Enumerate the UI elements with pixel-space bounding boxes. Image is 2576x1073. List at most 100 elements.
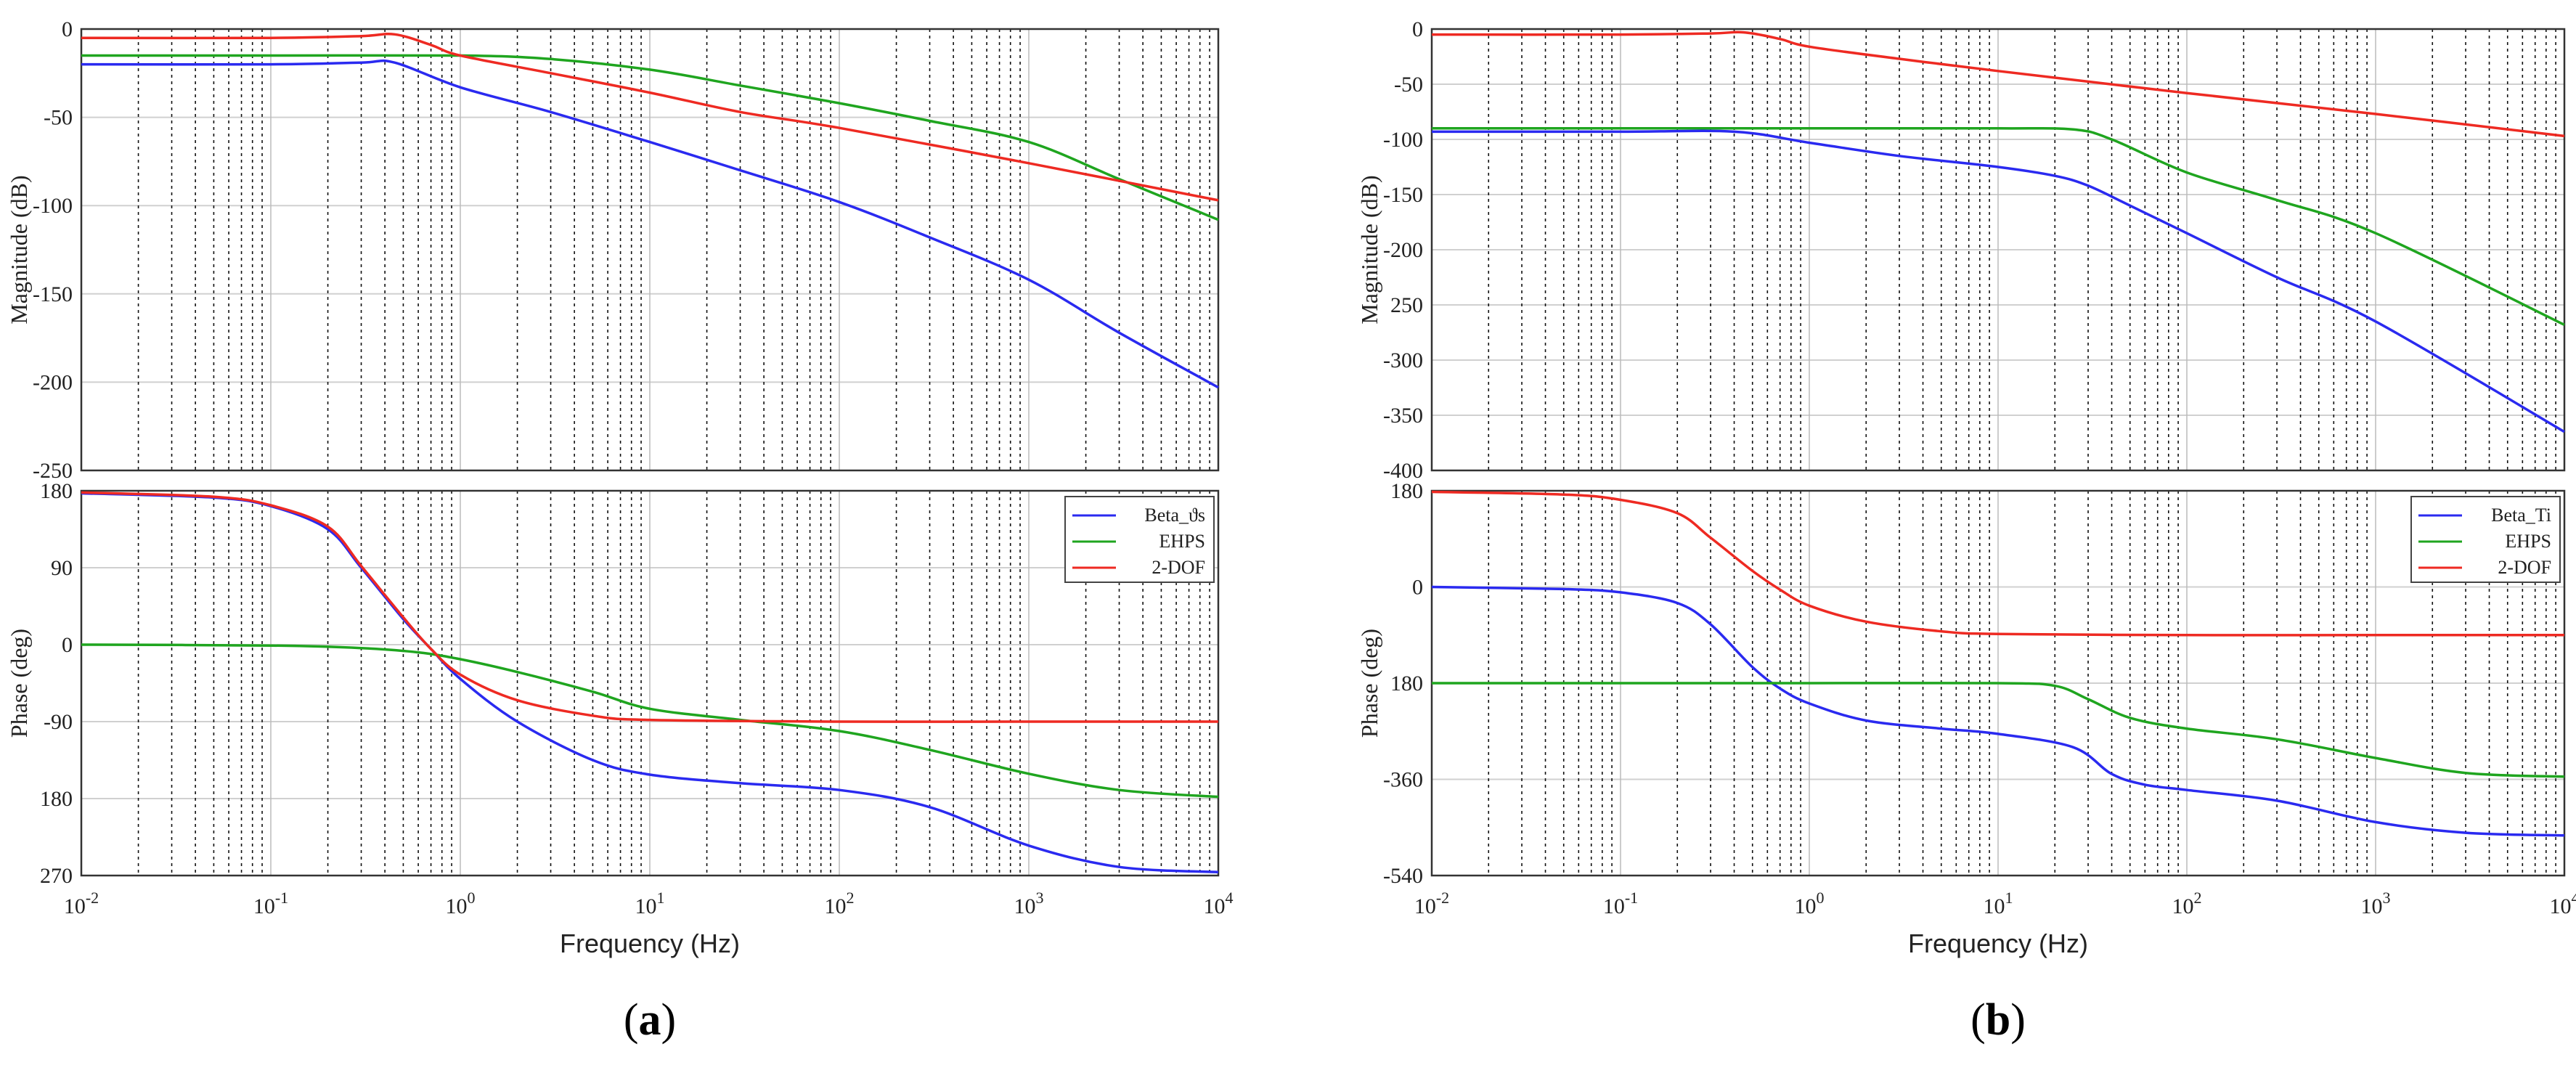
magnitude-y-axis-label: Magnitude (dB): [6, 175, 32, 324]
x-tick-label: 102: [825, 889, 855, 918]
x-tick-label: 10-1: [253, 889, 288, 918]
legend-label: EHPS: [2505, 531, 2551, 552]
magnitude-frame: [80, 28, 1220, 472]
magnitude-y-axis-label: Magnitude (dB): [1356, 175, 1382, 324]
magnitude-y-tick-label: -200: [33, 370, 73, 394]
magnitude-y-tick-label: -300: [1383, 348, 1423, 372]
panel-label-letter: b: [1986, 995, 2010, 1045]
x-tick-base: 10: [2550, 894, 2572, 918]
phase-series-2-dof: [1431, 490, 2564, 637]
phase-y-tick-label: 180: [40, 787, 73, 811]
magnitude-frame: [1430, 28, 2566, 472]
phase-axes: 180 0 180 -360 -540 Phase (deg): [1356, 479, 2566, 888]
x-tick-label: 10-2: [1414, 889, 1449, 918]
magnitude-y-tick-label: -150: [33, 282, 73, 306]
magnitude-series-beta-s: [81, 59, 1219, 389]
x-axis-label: Frequency (Hz): [1908, 929, 2088, 958]
x-axis-label: Frequency (Hz): [560, 929, 740, 958]
phase-series-ehps: [1432, 681, 2565, 778]
x-tick-base: 10: [1204, 894, 1226, 918]
magnitude-y-tick-label: -150: [1383, 183, 1423, 207]
panel-label-close: ): [2010, 995, 2026, 1045]
x-tick-label: 102: [2172, 889, 2202, 918]
phase-axes: 180 90 0 -90 180 270 Phase (deg): [6, 479, 1220, 888]
panel-label-close: ): [661, 995, 677, 1045]
x-tick-base: 10: [1603, 894, 1625, 918]
x-tick-base: 10: [2172, 894, 2194, 918]
x-tick-exponent: 3: [1036, 889, 1044, 907]
magnitude-series-2-dof: [1431, 30, 2565, 138]
legend: Beta_ϑs EHPS 2-DOF: [1064, 496, 1215, 583]
magnitude-series-ehps: [81, 54, 1219, 221]
phase-y-tick-label: 90: [51, 556, 73, 580]
x-tick-exponent: 4: [1226, 889, 1234, 907]
x-tick-label: 101: [635, 889, 665, 918]
x-tick-label: 10-2: [64, 889, 99, 918]
panel-label: (b): [1970, 995, 2026, 1045]
magnitude-y-tick-label: 0: [62, 17, 73, 41]
x-tick-label: 10-1: [1603, 889, 1638, 918]
magnitude-series-ehps: [1432, 126, 2565, 326]
x-tick-exponent: 2: [2194, 889, 2202, 907]
phase-y-axis-label: Phase (deg): [6, 629, 32, 738]
panel-label-letter: a: [639, 995, 661, 1045]
x-tick-exponent: 3: [2383, 889, 2391, 907]
magnitude-series-beta-ti: [1431, 129, 2565, 433]
magnitude-series-2-dof: [81, 32, 1219, 202]
x-tick-base: 10: [64, 894, 86, 918]
magnitude-axes: 0 -50 -100 -150 -200 -250 Magnitude (dB): [6, 17, 1220, 483]
legend-label: Beta_Ti: [2491, 505, 2551, 526]
phase-series-beta-ti: [1431, 585, 2565, 837]
x-tick-label: 104: [1204, 889, 1234, 918]
phase-y-tick-label: 180: [1390, 672, 1423, 695]
magnitude-y-tick-label: -50: [44, 106, 73, 130]
magnitude-y-tick-label: -200: [1383, 238, 1423, 262]
x-tick-exponent: 2: [847, 889, 855, 907]
x-tick-exponent: -2: [1436, 889, 1449, 907]
x-tick-base: 10: [2361, 894, 2383, 918]
x-tick-exponent: 1: [2005, 889, 2013, 907]
phase-series-2-dof: [81, 491, 1219, 723]
phase-frame: [80, 489, 1220, 877]
panel-label-open: (: [624, 995, 639, 1045]
legend-label: Beta_ϑs: [1144, 505, 1205, 526]
legend: Beta_Ti EHPS 2-DOF: [2410, 496, 2561, 583]
x-tick-base: 10: [635, 894, 657, 918]
x-tick-base: 10: [1795, 894, 1817, 918]
x-tick-base: 10: [1414, 894, 1436, 918]
x-tick-base: 10: [1014, 894, 1036, 918]
x-tick-label: 103: [2361, 889, 2391, 918]
x-tick-label: 101: [1984, 889, 2013, 918]
panel-label: (a): [624, 995, 676, 1045]
panel-b: 0-50-100-150-200250-300-350-400Magnitude…: [1356, 17, 2576, 1045]
panel-label-open: (: [1970, 995, 1986, 1045]
x-tick-base: 10: [825, 894, 847, 918]
phase-y-tick-label: 0: [62, 633, 73, 657]
phase-y-tick-label: 180: [1390, 479, 1423, 503]
magnitude-y-tick-label: -250: [33, 459, 73, 483]
x-tick-exponent: 0: [468, 889, 476, 907]
phase-y-tick-label: -540: [1383, 864, 1423, 888]
x-tick-label: 100: [446, 889, 476, 918]
x-tick-exponent: -2: [86, 889, 99, 907]
phase-y-tick-label: -90: [44, 710, 73, 734]
phase-series-beta-s: [81, 491, 1219, 874]
legend-label: 2-DOF: [2498, 557, 2551, 578]
phase-y-tick-label: -360: [1383, 768, 1423, 792]
x-tick-label: 100: [1795, 889, 1825, 918]
phase-y-tick-label: 180: [40, 479, 73, 503]
x-tick-exponent: 4: [2572, 889, 2576, 907]
x-tick-label: 103: [1014, 889, 1044, 918]
x-tick-base: 10: [253, 894, 275, 918]
x-tick-exponent: -1: [275, 889, 288, 907]
phase-series-ehps: [81, 643, 1219, 799]
phase-y-tick-label: 0: [1412, 576, 1423, 600]
phase-y-axis-label: Phase (deg): [1356, 629, 1382, 738]
magnitude-axes: 0 -50 -100 -150 -200 250 -300 -350 -400 Magnitude…: [1356, 17, 2566, 483]
magnitude-y-tick-label: -100: [33, 194, 73, 218]
magnitude-y-tick-label: -400: [1383, 459, 1423, 483]
x-tick-exponent: -1: [1625, 889, 1638, 907]
